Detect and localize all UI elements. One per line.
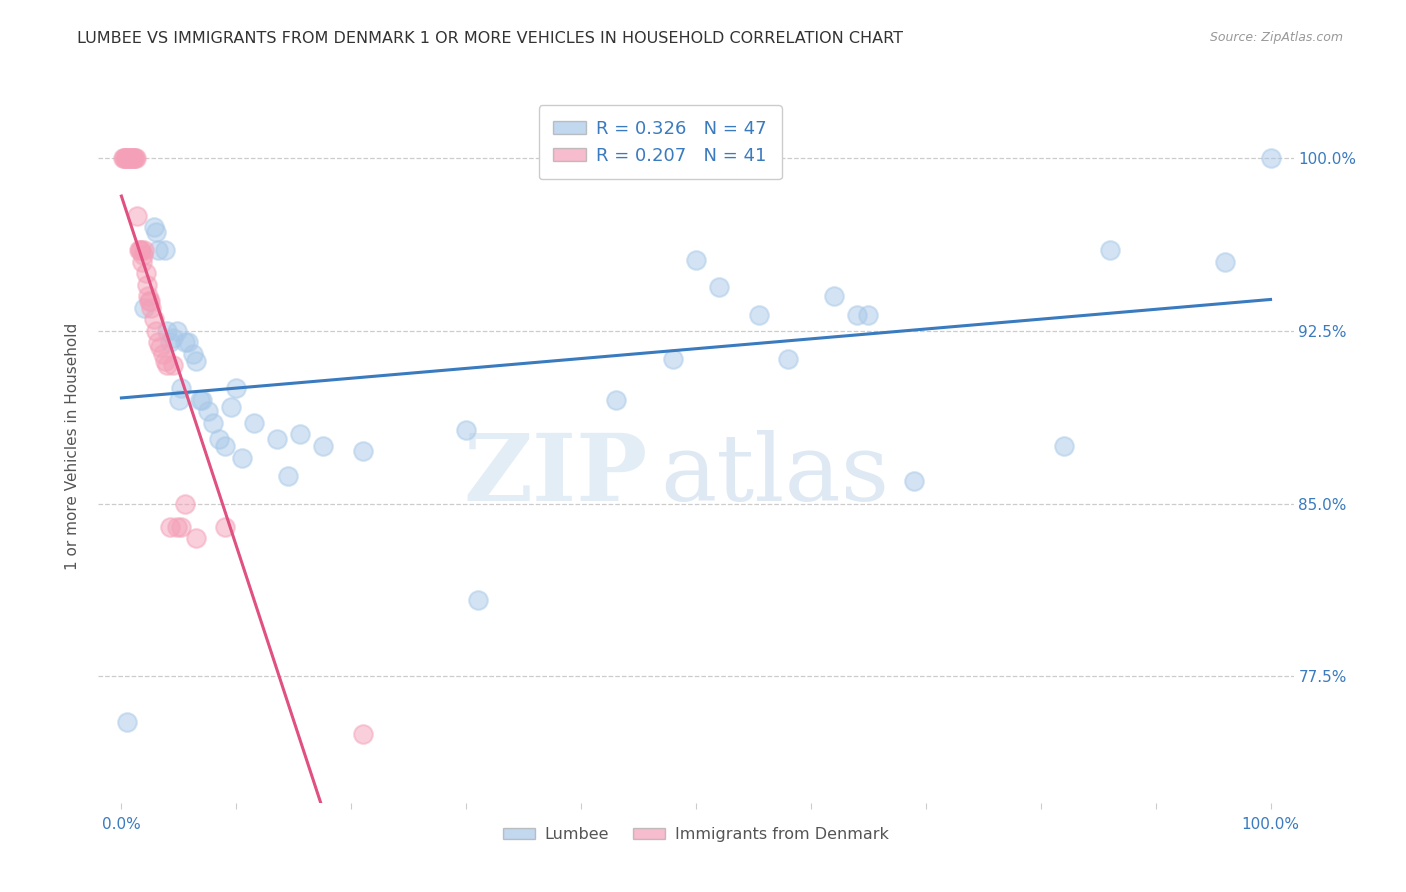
Text: Source: ZipAtlas.com: Source: ZipAtlas.com [1209,31,1343,45]
Point [156,359,179,373]
Point [128,244,150,258]
Point [121,151,143,165]
Point [159,335,181,350]
Point [162,331,184,345]
Point [662,351,685,366]
Point [181,347,204,361]
Point [858,308,880,322]
Point [128,244,150,258]
Point [845,308,868,322]
Point [127,209,149,223]
Point [208,432,231,446]
Point [152,347,174,361]
Point [131,255,153,269]
Point [748,308,770,322]
Point [111,151,134,165]
Point [122,151,145,165]
Point [142,312,165,326]
Point [148,244,170,258]
Point [277,469,299,483]
Point [153,354,176,368]
Point [166,519,188,533]
Point [135,277,157,292]
Point [120,151,142,165]
Point [114,151,136,165]
Point [141,301,163,315]
Point [167,392,190,407]
Point [115,715,138,730]
Point [132,248,155,262]
Point [156,324,179,338]
Legend: Lumbee, Immigrants from Denmark: Lumbee, Immigrants from Denmark [496,821,896,848]
Point [685,252,707,267]
Point [149,340,172,354]
Point [139,293,162,308]
Point [191,392,214,407]
Point [142,220,165,235]
Point [153,244,176,258]
Point [177,335,200,350]
Point [136,289,159,303]
Point [467,593,489,607]
Point [266,432,288,446]
Point [288,427,311,442]
Y-axis label: 1 or more Vehicles in Household: 1 or more Vehicles in Household [65,322,80,570]
Point [197,404,219,418]
Point [162,359,184,373]
Point [173,497,195,511]
Point [148,335,170,350]
Point [311,439,333,453]
Point [188,392,211,407]
Point [173,335,195,350]
Point [170,381,193,395]
Point [135,266,157,280]
Point [707,280,730,294]
Text: ZIP: ZIP [464,430,648,519]
Point [138,293,160,308]
Point [145,324,167,338]
Point [456,423,478,437]
Point [1053,439,1076,453]
Point [202,416,225,430]
Point [225,381,247,395]
Point [231,450,253,465]
Point [117,151,139,165]
Point [159,519,181,533]
Point [242,416,264,430]
Point [214,519,236,533]
Point [118,151,141,165]
Point [122,151,145,165]
Point [115,151,138,165]
Point [903,474,925,488]
Point [219,400,242,414]
Text: atlas: atlas [661,430,890,519]
Point [134,301,156,315]
Point [605,392,627,407]
Point [184,531,207,545]
Point [112,151,135,165]
Point [166,324,188,338]
Point [129,244,152,258]
Point [1213,255,1236,269]
Point [124,151,146,165]
Text: LUMBEE VS IMMIGRANTS FROM DENMARK 1 OR MORE VEHICLES IN HOUSEHOLD CORRELATION CH: LUMBEE VS IMMIGRANTS FROM DENMARK 1 OR M… [77,31,903,46]
Point [214,439,236,453]
Point [776,351,799,366]
Point [134,244,156,258]
Point [1098,244,1121,258]
Point [145,225,167,239]
Point [823,289,845,303]
Point [125,151,148,165]
Point [170,519,193,533]
Point [352,443,374,458]
Point [115,151,138,165]
Point [1260,151,1282,165]
Point [184,354,207,368]
Point [352,727,374,741]
